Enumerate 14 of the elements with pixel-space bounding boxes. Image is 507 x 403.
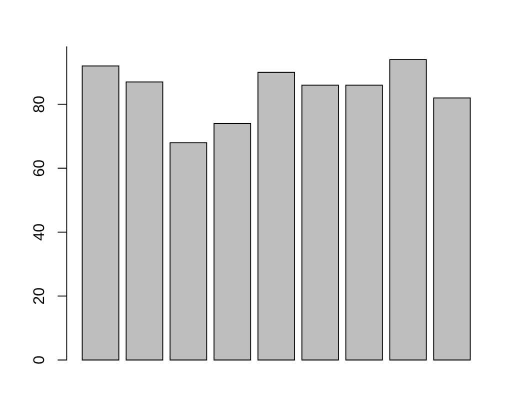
bar [433,97,471,360]
y-tick-label: 20 [33,288,44,304]
bar [82,66,120,360]
bar [301,84,339,360]
y-tick-label: 0 [33,356,44,364]
y-tick-label: 40 [33,224,44,240]
bar [170,142,208,360]
bar [126,82,164,360]
y-tick-label: 80 [33,96,44,112]
bar [257,72,296,360]
y-tick-label: 60 [33,160,44,176]
bar [214,123,252,360]
bar [345,84,383,360]
bar [389,59,427,360]
